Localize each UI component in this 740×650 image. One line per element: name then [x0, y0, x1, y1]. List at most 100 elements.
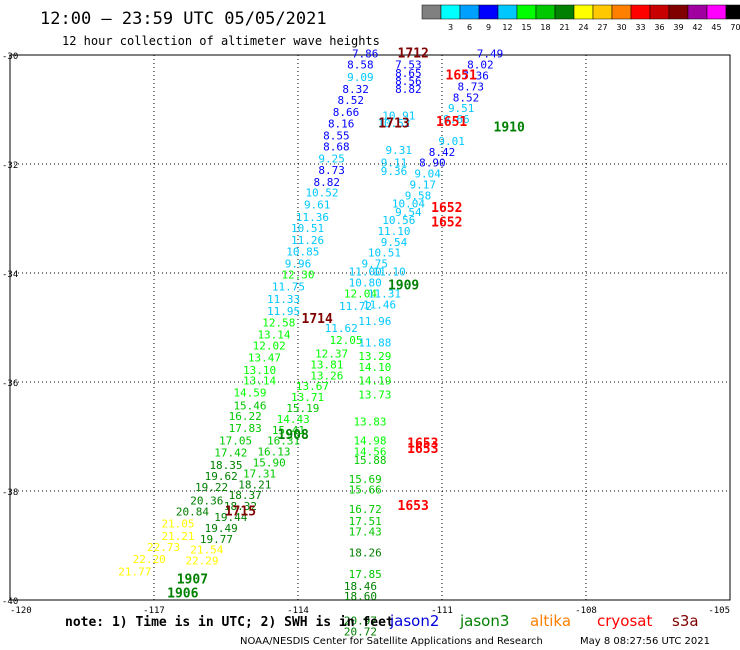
pass-time-label: 1909 [388, 278, 419, 293]
wave-height-value: 11.33 [267, 293, 300, 306]
wave-height-value: 7.53 [395, 59, 422, 72]
wave-height-value: 8.58 [347, 59, 374, 72]
wave-height-value: 12.37 [315, 347, 348, 360]
color-scale-swatch [668, 4, 689, 20]
y-tick-label: -40 [2, 597, 18, 607]
wave-height-value: 11.26 [291, 234, 324, 247]
wave-height-value: 21.77 [118, 565, 151, 578]
color-scale-label: 30 [616, 23, 626, 32]
wave-height-value: 17.51 [349, 515, 382, 528]
wave-height-value: 8.02 [467, 59, 494, 72]
color-scale-label: 9 [486, 23, 491, 32]
x-tick-label: -111 [431, 606, 453, 616]
color-scale-swatch [516, 4, 537, 20]
wave-height-value: 11.10 [373, 266, 406, 279]
wave-height-value: 21.05 [161, 518, 194, 531]
color-scale-label: 15 [521, 23, 531, 32]
wave-height-value: 12.05 [329, 334, 362, 347]
wave-height-value: 14.98 [353, 435, 386, 448]
pass-time-label: 1653 [407, 442, 438, 457]
wave-height-value: 9.51 [448, 102, 475, 115]
wave-height-value: 18.46 [344, 580, 377, 593]
wave-height-value: 11.36 [296, 211, 329, 224]
wave-height-value: 9.36 [381, 165, 408, 178]
wave-height-value: 13.73 [358, 388, 391, 401]
grid-lines [10, 55, 730, 600]
color-scale-swatch [459, 4, 480, 20]
wave-height-value: 9.25 [318, 152, 345, 165]
wave-height-value: 18.37 [229, 489, 262, 502]
wave-height-value: 21.21 [161, 530, 194, 543]
wave-height-value: 11.31 [368, 288, 401, 301]
footer-credit: NOAA/NESDIS Center for Satellite Applica… [240, 636, 543, 647]
pass-time-label: 1714 [302, 312, 333, 327]
wave-height-value: 7.49 [477, 48, 504, 61]
wave-height-value: 18.21 [238, 478, 271, 491]
x-tick-label: -108 [575, 606, 597, 616]
x-tick-label: -117 [143, 606, 165, 616]
wave-height-value: 9.01 [438, 135, 465, 148]
wave-height-value: 8.16 [328, 117, 355, 130]
wave-height-value: 9.31 [386, 144, 413, 157]
wave-height-value: 15.41 [272, 424, 305, 437]
wave-height-value: 10.51 [368, 247, 401, 260]
wave-height-value: 12.02 [253, 339, 286, 352]
pass-time-label: 1653 [398, 499, 429, 514]
wave-height-value: 18.26 [349, 546, 382, 559]
color-scale-swatch [611, 4, 632, 20]
wave-height-value: 16.31 [267, 435, 300, 448]
wave-height-value: 13.81 [310, 358, 343, 371]
wave-height-value: 14.56 [353, 446, 386, 459]
wave-height-value: 10.56 [382, 214, 415, 227]
wave-height-value: 15.88 [353, 454, 386, 467]
wave-height-value: 7.86 [352, 48, 379, 61]
wave-height-value: 11.72 [339, 300, 372, 313]
color-scale-label: 39 [673, 23, 683, 32]
wave-height-value: 8.68 [323, 140, 350, 153]
color-scale-label: 12 [502, 23, 512, 32]
page-subtitle: 12 hour collection of altimeter wave hei… [62, 34, 380, 48]
pass-time-label: 1653 [407, 436, 438, 451]
wave-height-value: 8.32 [342, 83, 369, 96]
pass-time-label: 1652 [431, 201, 462, 216]
color-scale-swatch [497, 4, 518, 20]
x-tick-label: -105 [708, 606, 730, 616]
color-scale-swatch [706, 4, 727, 20]
wave-height-value: 10.52 [305, 187, 338, 200]
y-tick-label: -32 [2, 161, 18, 171]
wave-height-value: 10.80 [349, 277, 382, 290]
wave-height-value: 13.71 [291, 391, 324, 404]
color-scale-label: 24 [578, 23, 588, 32]
wave-height-value: 10.51 [291, 222, 324, 235]
wave-height-value: 13.10 [243, 364, 276, 377]
y-tick-label: -38 [2, 488, 18, 498]
pass-time-label: 1907 [177, 573, 208, 588]
wave-height-value: 19.44 [214, 511, 247, 524]
wave-height-value: 18.60 [344, 590, 377, 603]
wave-height-value: 15.66 [349, 484, 382, 497]
wave-height-labels: 7.868.589.098.328.528.668.168.558.689.25… [118, 48, 503, 639]
wave-height-value: 8.55 [323, 129, 350, 142]
wave-height-value: 13.67 [296, 380, 329, 393]
y-tick-label: -36 [2, 379, 18, 389]
wave-height-value: 14.19 [358, 375, 391, 388]
legend-entry-jason2: jason2 [389, 612, 439, 630]
pass-time-label: 1713 [378, 116, 409, 131]
wave-height-value: 11.75 [272, 280, 305, 293]
wave-height-value: 17.05 [219, 435, 252, 448]
pass-time-label: 1910 [494, 120, 525, 135]
pass-time-label: 1651 [436, 115, 467, 130]
wave-height-value: 21.54 [190, 544, 223, 557]
page-title: 12:00 — 23:59 UTC 05/05/2021 [40, 9, 327, 29]
wave-height-value: 9.54 [395, 206, 422, 219]
wave-height-value: 9.17 [410, 179, 437, 192]
wave-height-value: 9.11 [381, 157, 408, 170]
color-scale-swatch [592, 4, 613, 20]
wave-height-value: 14.10 [358, 361, 391, 374]
wave-height-value: 11.00 [349, 266, 382, 279]
wave-height-value: 13.26 [310, 369, 343, 382]
wave-height-value: 19.22 [195, 481, 228, 494]
wave-height-value: 9.75 [362, 258, 389, 271]
wave-height-value: 16.13 [257, 446, 290, 459]
